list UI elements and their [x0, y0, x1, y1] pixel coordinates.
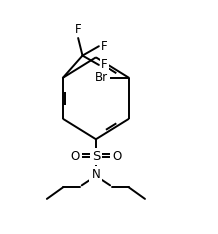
- Text: F: F: [101, 40, 108, 53]
- Text: Br: Br: [95, 71, 108, 84]
- Text: O: O: [112, 150, 121, 163]
- Text: O: O: [71, 150, 80, 163]
- Text: N: N: [92, 168, 100, 181]
- Text: F: F: [101, 58, 108, 71]
- Text: S: S: [92, 150, 100, 163]
- Text: F: F: [75, 23, 82, 36]
